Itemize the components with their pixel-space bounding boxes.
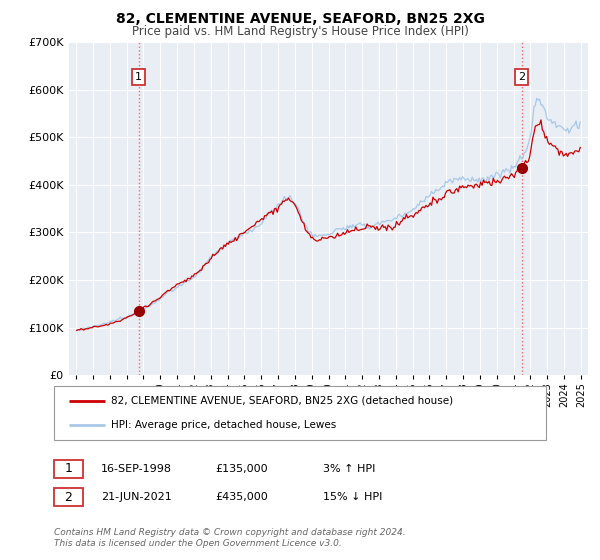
- Text: 3% ↑ HPI: 3% ↑ HPI: [323, 464, 375, 474]
- Text: 1: 1: [64, 462, 73, 475]
- Text: 15% ↓ HPI: 15% ↓ HPI: [323, 492, 382, 502]
- Text: 1: 1: [135, 72, 142, 82]
- Text: 82, CLEMENTINE AVENUE, SEAFORD, BN25 2XG (detached house): 82, CLEMENTINE AVENUE, SEAFORD, BN25 2XG…: [111, 396, 453, 406]
- Text: 21-JUN-2021: 21-JUN-2021: [101, 492, 172, 502]
- Text: HPI: Average price, detached house, Lewes: HPI: Average price, detached house, Lewe…: [111, 420, 336, 430]
- Text: 2: 2: [64, 491, 73, 504]
- Text: £135,000: £135,000: [215, 464, 268, 474]
- Text: 2: 2: [518, 72, 525, 82]
- Text: 16-SEP-1998: 16-SEP-1998: [101, 464, 172, 474]
- Text: £435,000: £435,000: [215, 492, 268, 502]
- Text: Price paid vs. HM Land Registry's House Price Index (HPI): Price paid vs. HM Land Registry's House …: [131, 25, 469, 38]
- Text: 82, CLEMENTINE AVENUE, SEAFORD, BN25 2XG: 82, CLEMENTINE AVENUE, SEAFORD, BN25 2XG: [116, 12, 484, 26]
- Text: Contains HM Land Registry data © Crown copyright and database right 2024.
This d: Contains HM Land Registry data © Crown c…: [54, 528, 406, 548]
